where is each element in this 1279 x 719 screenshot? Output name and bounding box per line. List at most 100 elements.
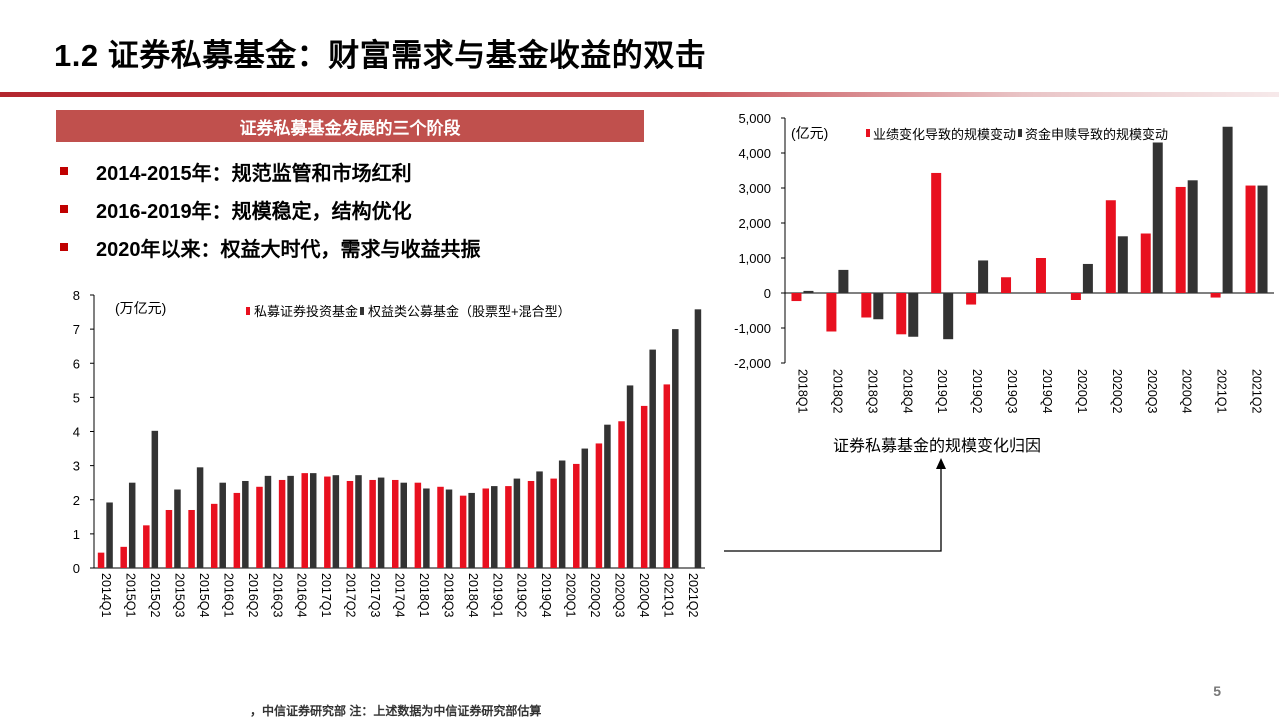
left-bar-series2 (106, 502, 113, 568)
left-bar-series1 (595, 443, 603, 568)
left-x-tick-label: 2019Q2 (515, 573, 529, 618)
left-bar-series1 (233, 492, 241, 568)
right-x-tick-label: 2021Q2 (1250, 369, 1264, 414)
left-bar-series2 (174, 489, 181, 568)
left-x-tick-label: 2020Q1 (564, 573, 578, 618)
left-x-tick-label: 2015Q2 (148, 573, 162, 618)
right-bar-series1 (1140, 233, 1151, 293)
right-x-tick-label: 2020Q1 (1075, 369, 1089, 414)
right-bar-chart: (亿元) 业绩变化导致的规模变动 资金申赎导致的规模变动 -2,000 -1,000… (734, 111, 1274, 414)
left-bar-series2 (513, 478, 521, 568)
left-bar-series2 (445, 489, 453, 568)
right-chart-caption: 证券私募基金的规模变化归因 (833, 438, 1042, 455)
left-x-tick-label: 2016Q3 (270, 573, 284, 618)
left-x-tick-label: 2020Q2 (588, 573, 602, 618)
left-x-tick-label: 2020Q4 (637, 573, 651, 618)
right-bar-series2 (1222, 126, 1233, 293)
left-bar-series2 (400, 482, 407, 568)
right-x-tick-label: 2019Q4 (1040, 369, 1054, 414)
right-bar-series1 (826, 293, 837, 332)
left-bar-series2 (355, 475, 362, 568)
left-bar-series2 (604, 424, 611, 568)
left-bar-series2 (377, 477, 385, 568)
right-bar-series1 (1105, 200, 1116, 293)
right-bar-series1 (1210, 293, 1221, 298)
left-x-tick-label: 2020Q3 (612, 573, 626, 618)
left-x-tick-label: 2019Q4 (539, 573, 553, 618)
left-bar-series2 (219, 482, 226, 568)
left-y-tick-label: 2 (73, 493, 80, 508)
left-bar-series2 (151, 430, 159, 568)
right-x-tick-label: 2019Q3 (1005, 369, 1019, 414)
left-bar-series2 (491, 486, 498, 568)
bullet-text: 2020年以来：权益大时代，需求与收益共振 (96, 238, 481, 261)
connector-arrow (724, 458, 946, 552)
right-x-tick-label: 2019Q1 (935, 369, 949, 414)
right-x-tick-label: 2018Q2 (830, 369, 844, 414)
right-bar-series1 (931, 172, 942, 293)
left-y-tick-label: 0 (73, 561, 80, 576)
left-x-tick-label: 2021Q2 (686, 573, 700, 618)
left-bar-series1 (392, 479, 399, 568)
left-x-tick-label: 2016Q4 (295, 573, 309, 618)
left-bar-series2 (264, 475, 272, 568)
left-bar-series1 (482, 488, 490, 568)
right-y-axis: -2,000 -1,000 0 1,000 2,000 3,000 4,000 5,000 (734, 111, 1274, 371)
left-bar-series2 (649, 349, 656, 568)
bullet-text: 2014-2015年：规范监管和市场红利 (96, 162, 412, 185)
right-bar-series1 (861, 293, 872, 318)
right-bar-series1 (1070, 293, 1081, 300)
left-bar-series1 (573, 463, 580, 568)
right-y-tick-label: 1,000 (738, 251, 771, 266)
right-y-tick-label: 3,000 (738, 181, 771, 196)
left-y-tick-label: 8 (73, 288, 80, 303)
left-x-tick-label: 2017Q3 (368, 573, 382, 618)
right-x-tick-label: 2020Q4 (1180, 369, 1194, 414)
left-x-tick-label: 2017Q4 (393, 573, 407, 618)
bullet-square-icon (60, 167, 68, 175)
left-unit-label: (万亿元) (115, 300, 166, 316)
left-x-tick-label: 2017Q2 (344, 573, 358, 618)
left-x-tick-label: 2016Q1 (221, 573, 235, 618)
left-x-tick-label: 2018Q1 (417, 573, 431, 618)
right-x-tick-label: 2021Q1 (1215, 369, 1229, 414)
right-legend-swatch (1018, 129, 1022, 137)
left-bar-series2 (423, 488, 430, 568)
right-bar-series1 (1245, 185, 1256, 293)
left-bar-series1 (256, 486, 263, 568)
left-y-axis: 0 1 2 3 4 5 6 7 8 (73, 288, 705, 576)
source-note: ，中信证券研究部 注：上述数据为中信证券研究部估算 (250, 704, 542, 718)
left-y-tick-label: 6 (73, 356, 80, 371)
left-legend-swatch (360, 307, 364, 315)
right-x-tick-label: 2020Q3 (1145, 369, 1159, 414)
left-bar-chart: (万亿元) 私募证券投资基金 权益类公募基金（股票型+混合型） 0 1 2 3 4 5 6 7 8… (73, 288, 705, 618)
left-x-tick-label: 2014Q1 (99, 573, 113, 618)
left-bar-series1 (165, 509, 173, 568)
left-bar-series1 (346, 480, 354, 568)
bullet-item: 2020年以来：权益大时代，需求与收益共振 (60, 228, 481, 266)
left-x-axis: 2014Q1 2015Q1 2015Q2 2015Q3 2015Q4 2016Q1 2016… (99, 573, 700, 618)
left-x-tick-label: 2016Q2 (246, 573, 260, 618)
left-bar-series2 (694, 309, 702, 568)
right-legend-label: 资金申赎导致的规模变动 (1025, 127, 1168, 142)
bullet-list: 2014-2015年：规范监管和市场红利 2016-2019年：规模稳定，结构优… (60, 152, 481, 266)
right-bar-series1 (896, 293, 907, 335)
left-bar-series2 (672, 329, 679, 568)
right-x-tick-label: 2018Q3 (865, 369, 879, 414)
right-y-tick-label: -2,000 (734, 356, 771, 371)
left-legend-label: 私募证券投资基金 (254, 304, 358, 319)
left-x-tick-label: 2018Q4 (466, 573, 480, 618)
left-legend: 私募证券投资基金 权益类公募基金（股票型+混合型） (246, 304, 571, 319)
right-y-tick-label: 4,000 (738, 146, 771, 161)
left-x-tick-label: 2018Q3 (441, 573, 455, 618)
left-x-tick-label: 2015Q4 (197, 573, 211, 618)
left-bar-series1 (188, 509, 195, 568)
left-legend-label: 权益类公募基金（股票型+混合型） (368, 304, 571, 319)
left-bar-series1 (278, 479, 286, 568)
left-x-tick-label: 2017Q1 (319, 573, 333, 618)
right-y-tick-label: 2,000 (738, 216, 771, 231)
page-title: 1.2 证券私募基金：财富需求与基金收益的双击 (54, 38, 707, 73)
left-bar-series1 (640, 405, 648, 568)
left-x-tick-label: 2015Q1 (124, 573, 138, 618)
left-bar-series2 (128, 482, 136, 568)
